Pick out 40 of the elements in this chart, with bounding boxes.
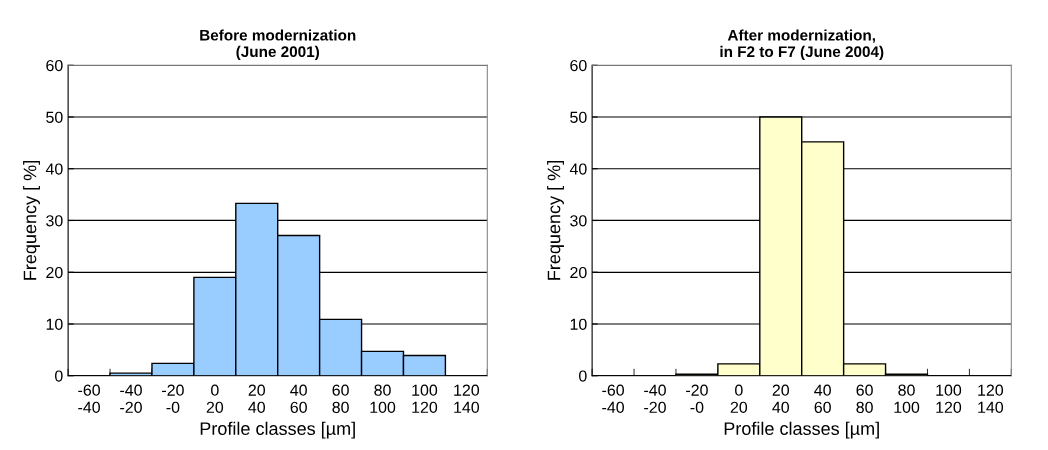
y-tick-label: 50 xyxy=(570,111,587,123)
y-axis-title: Frequency [ %] xyxy=(23,161,40,280)
y-tick-label: 40 xyxy=(45,163,63,175)
x-tick-label: 100 120 xyxy=(412,384,438,414)
y-tick-label: 20 xyxy=(46,266,63,279)
y-tick-label: 0 xyxy=(579,370,587,382)
y-tick-label: 60 xyxy=(570,59,587,72)
y-axis-title: Frequency [ %] xyxy=(547,161,564,280)
y-tick-label: 0 xyxy=(55,370,63,382)
y-tick-label: 10 xyxy=(46,318,63,330)
y-tick-label: 60 xyxy=(46,59,63,72)
x-tick-label: 20 40 xyxy=(772,384,790,414)
x-tick-label: 0 20 xyxy=(730,384,748,414)
y-tick-label: 20 xyxy=(570,266,587,279)
x-tick-label: -40 -20 xyxy=(644,384,666,414)
chart-title: After modernization, in F2 to F7 (June 2004) xyxy=(720,29,884,61)
x-tick-label: 120 140 xyxy=(454,384,480,414)
x-tick-label: -60 -40 xyxy=(78,384,100,414)
x-tick-label: -20 -0 xyxy=(162,384,184,414)
x-tick-label: 60 80 xyxy=(856,384,873,414)
x-tick-label: 0 20 xyxy=(206,384,224,414)
y-tick-label: 30 xyxy=(46,215,63,227)
x-tick-label: 120 140 xyxy=(978,384,1004,414)
chart-title: Before modernization (June 2001) xyxy=(200,29,356,61)
x-tick-label: -20 -0 xyxy=(686,384,708,414)
y-tick-label: 50 xyxy=(46,111,63,123)
x-axis-title: Profile classes [µm] xyxy=(724,421,879,439)
x-tick-label: 80 100 xyxy=(894,384,920,414)
x-tick-label: 20 40 xyxy=(248,384,266,414)
x-tick-label: 40 60 xyxy=(814,384,831,414)
x-tick-label: -60 -40 xyxy=(602,384,624,414)
y-tick-label: 10 xyxy=(570,318,587,330)
y-tick-label: 40 xyxy=(569,163,587,175)
x-axis-title: Profile classes [µm] xyxy=(200,421,355,439)
x-tick-label: -40 -20 xyxy=(120,384,142,414)
x-tick-label: 100 120 xyxy=(936,384,962,414)
x-tick-label: 40 60 xyxy=(290,384,307,414)
x-tick-label: 60 80 xyxy=(332,384,349,414)
x-tick-label: 80 100 xyxy=(370,384,396,414)
y-tick-label: 30 xyxy=(570,215,587,227)
